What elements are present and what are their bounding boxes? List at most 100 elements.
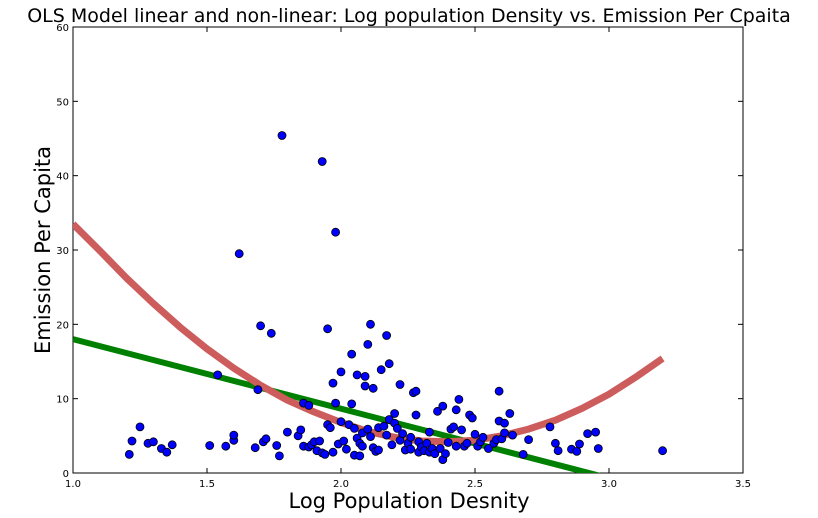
- scatter-point: [382, 331, 392, 340]
- scatter-point: [387, 440, 397, 450]
- scatter-point: [336, 367, 346, 377]
- scatter-point: [205, 441, 215, 450]
- scatter-point: [449, 422, 459, 432]
- scatter-point: [148, 437, 158, 447]
- x-tick-label: 2.0: [333, 479, 349, 490]
- scatter-point: [347, 349, 357, 359]
- scatter-point: [323, 324, 333, 334]
- scatter-point: [360, 371, 370, 381]
- scatter-point: [349, 423, 359, 433]
- scatter-point: [376, 365, 386, 375]
- scatter-point: [328, 378, 338, 388]
- scatter-point: [441, 449, 450, 459]
- scatter-point: [384, 359, 394, 369]
- y-tick-label: 0: [63, 469, 69, 480]
- scatter-point: [382, 430, 392, 440]
- scatter-point: [352, 370, 362, 380]
- scatter-point: [315, 436, 325, 446]
- x-tick-label: 1.5: [199, 479, 215, 490]
- y-axis: 0 10 20 30 40 50 60: [56, 23, 743, 480]
- scatter-point: [135, 422, 145, 432]
- scatter-point: [483, 444, 493, 453]
- scatter-point: [304, 400, 314, 410]
- scatter-point: [379, 421, 389, 431]
- scatter-point: [339, 436, 349, 446]
- scatter-point: [467, 413, 477, 423]
- scatter-point: [500, 428, 509, 438]
- plot-area: [72, 26, 744, 474]
- x-axis-label: Log Population Desnity: [288, 489, 529, 513]
- scatter-point: [411, 386, 421, 396]
- x-tick-label: 1.0: [65, 479, 81, 490]
- scatter-point: [406, 444, 416, 454]
- scatter-point: [347, 399, 357, 409]
- scatter-point: [505, 409, 515, 418]
- scatter-point: [266, 328, 276, 338]
- scatter-point: [478, 432, 488, 442]
- scatter-point: [518, 449, 528, 459]
- y-tick-label: 20: [56, 320, 69, 331]
- scatter-point: [355, 451, 365, 461]
- y-tick-label: 60: [56, 23, 69, 34]
- scatter-point: [250, 443, 260, 453]
- chart-title: OLS Model linear and non-linear: Log pop…: [27, 5, 791, 27]
- scatter-point: [328, 447, 338, 457]
- scatter-point: [127, 436, 137, 446]
- scatter-point: [261, 434, 271, 444]
- scatter-point: [331, 398, 341, 408]
- y-tick-label: 40: [56, 172, 69, 183]
- scatter-point: [325, 423, 335, 433]
- scatter-point: [162, 447, 172, 457]
- scatter-point: [457, 425, 467, 435]
- scatter-point: [357, 441, 367, 451]
- scatter-point: [390, 409, 400, 418]
- scatter-point: [398, 429, 408, 439]
- y-tick-label: 30: [56, 246, 69, 257]
- scatter-point: [593, 444, 603, 453]
- scatter-point: [551, 438, 560, 448]
- scatter-point: [438, 401, 448, 411]
- scatter-point: [124, 449, 134, 459]
- scatter-point: [435, 444, 445, 453]
- scatter-point: [374, 445, 383, 455]
- scatter-point: [368, 383, 378, 393]
- scatter-point: [424, 427, 434, 437]
- scatter-point: [575, 439, 584, 449]
- scatter-point: [167, 440, 177, 450]
- scatter-point: [553, 446, 563, 456]
- scatter-point: [395, 380, 405, 389]
- scatter-point: [433, 406, 442, 416]
- x-axis: 1.0 1.5 2.0 2.5 3.0 3.5: [65, 27, 751, 490]
- x-tick-label: 3.0: [601, 479, 617, 490]
- scatter-point: [572, 446, 582, 456]
- scatter-point: [256, 321, 266, 331]
- scatter-point: [363, 339, 373, 349]
- scatter-point: [454, 394, 464, 404]
- scatter-point: [443, 438, 453, 447]
- scatter-point: [545, 422, 555, 432]
- scatter-point: [658, 446, 667, 456]
- scatter-point: [229, 430, 239, 440]
- scatter-point: [508, 430, 517, 440]
- scatter-point: [320, 449, 330, 459]
- scatter-point: [221, 441, 231, 451]
- scatter-point: [500, 418, 509, 428]
- scatter-point: [331, 227, 341, 237]
- scatter-point: [494, 386, 504, 396]
- scatter-point: [360, 381, 370, 391]
- y-tick-label: 50: [56, 97, 69, 108]
- scatter-point: [363, 424, 373, 434]
- scatter-point: [213, 370, 223, 380]
- scatter-point: [366, 319, 375, 329]
- scatter-point: [341, 444, 351, 454]
- x-tick-label: 2.5: [467, 479, 483, 490]
- scatter-point: [277, 131, 287, 140]
- scatter-point: [470, 429, 480, 439]
- scatter-point: [366, 432, 375, 442]
- y-axis-label: Emission Per Capita: [31, 146, 55, 354]
- series-layer: [73, 131, 667, 473]
- scatter-point: [234, 249, 244, 259]
- scatter-point: [392, 423, 402, 433]
- scatter-point: [451, 441, 461, 451]
